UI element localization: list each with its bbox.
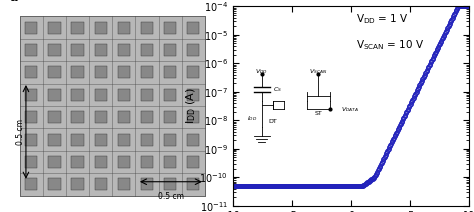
Bar (164, 44, 176, 56)
Bar (25, 89, 37, 101)
Bar (164, 66, 176, 78)
Bar (72, 66, 84, 78)
Bar (72, 89, 84, 101)
Bar (187, 134, 200, 146)
Bar (118, 156, 130, 168)
Bar (48, 66, 61, 78)
Bar (25, 66, 37, 78)
Bar (141, 134, 153, 146)
Bar (164, 179, 176, 190)
Bar (94, 22, 107, 33)
Bar (164, 134, 176, 146)
Bar (94, 156, 107, 168)
Bar (48, 44, 61, 56)
Bar (141, 179, 153, 190)
Bar (141, 22, 153, 33)
Bar (118, 66, 130, 78)
Bar (48, 179, 61, 190)
Text: $\mathrm{V_{SCAN}}$ = 10 V: $\mathrm{V_{SCAN}}$ = 10 V (356, 38, 424, 52)
Bar (141, 156, 153, 168)
Bar (72, 179, 84, 190)
Text: $\mathrm{V_{DD}}$ = 1 V: $\mathrm{V_{DD}}$ = 1 V (356, 12, 409, 26)
Bar (164, 156, 176, 168)
Bar (94, 66, 107, 78)
Text: 0.5 cm: 0.5 cm (16, 119, 25, 145)
Bar (164, 89, 176, 101)
Bar (48, 134, 61, 146)
Y-axis label: $\mathrm{I_{DD}}$ (A): $\mathrm{I_{DD}}$ (A) (184, 88, 198, 124)
Bar (94, 44, 107, 56)
Bar (118, 134, 130, 146)
Bar (25, 179, 37, 190)
Bar (187, 22, 200, 33)
Bar (25, 22, 37, 33)
Bar (187, 179, 200, 190)
Bar (187, 44, 200, 56)
Bar (141, 111, 153, 123)
Bar (72, 22, 84, 33)
Bar (94, 134, 107, 146)
Bar (25, 134, 37, 146)
Bar (187, 156, 200, 168)
Bar (72, 156, 84, 168)
Bar (48, 22, 61, 33)
Bar (72, 134, 84, 146)
Bar (48, 89, 61, 101)
Bar (94, 179, 107, 190)
Bar (118, 89, 130, 101)
Text: b: b (197, 0, 206, 2)
Bar (164, 22, 176, 33)
Bar (25, 111, 37, 123)
Bar (48, 156, 61, 168)
Bar (72, 44, 84, 56)
Bar (187, 89, 200, 101)
Bar (48, 111, 61, 123)
Bar (72, 111, 84, 123)
Text: a: a (9, 0, 18, 4)
Bar (141, 44, 153, 56)
Bar (141, 66, 153, 78)
Bar (141, 89, 153, 101)
Bar (25, 44, 37, 56)
Bar (118, 179, 130, 190)
Bar (94, 89, 107, 101)
Bar (164, 111, 176, 123)
Bar (187, 66, 200, 78)
Bar (187, 111, 200, 123)
Bar (118, 22, 130, 33)
Bar (118, 44, 130, 56)
Bar (118, 111, 130, 123)
Text: 0.5 cm: 0.5 cm (158, 192, 184, 201)
Bar (25, 156, 37, 168)
Bar (94, 111, 107, 123)
